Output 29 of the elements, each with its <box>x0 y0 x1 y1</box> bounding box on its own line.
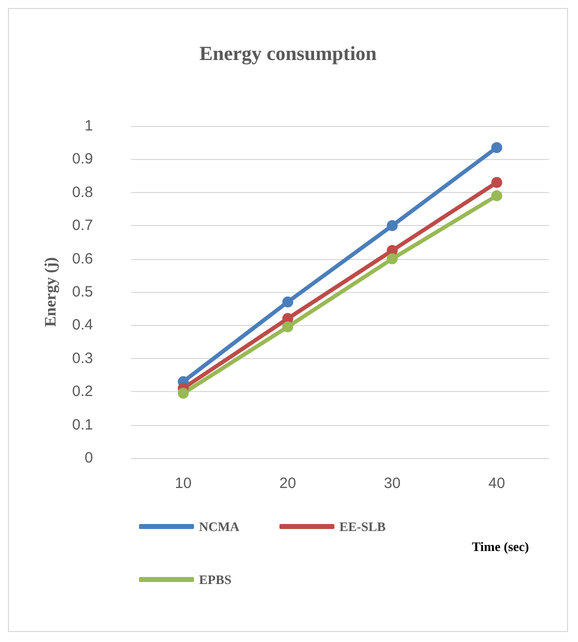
x-tick-label: 40 <box>488 475 506 492</box>
legend-label: EE-SLB <box>339 519 386 534</box>
y-tick-label: 0.5 <box>72 284 93 300</box>
point <box>386 220 398 232</box>
point <box>282 296 294 308</box>
point <box>491 190 502 202</box>
y-tick-label: 0 <box>84 450 93 466</box>
y-tick-label: 0.3 <box>72 350 93 367</box>
y-tick-label: 1 <box>84 118 93 134</box>
x-tick-label: 30 <box>384 475 401 492</box>
y-tick-label: 0.7 <box>72 217 93 234</box>
y-tick-label: 0.2 <box>72 383 93 400</box>
y-axis-title: Energy (j) <box>42 257 60 327</box>
legend-label: NCMA <box>199 519 240 534</box>
y-tick-label: 0.1 <box>72 416 93 434</box>
y-tick-label: 0.8 <box>72 184 93 201</box>
point <box>386 253 398 264</box>
y-tick-label: 0.6 <box>72 250 93 268</box>
chart-title: Energy consumption <box>199 43 377 65</box>
x-tick-label: 10 <box>174 475 192 492</box>
point <box>282 321 294 332</box>
legend-label: EPBS <box>199 572 232 587</box>
x-tick-label: 20 <box>279 475 296 492</box>
y-tick-label: 0.9 <box>72 150 93 168</box>
point <box>491 142 502 154</box>
x-axis-title: Time (sec) <box>472 539 529 554</box>
point <box>491 176 502 188</box>
y-tick-label: 0.4 <box>72 316 93 334</box>
point <box>178 388 189 399</box>
